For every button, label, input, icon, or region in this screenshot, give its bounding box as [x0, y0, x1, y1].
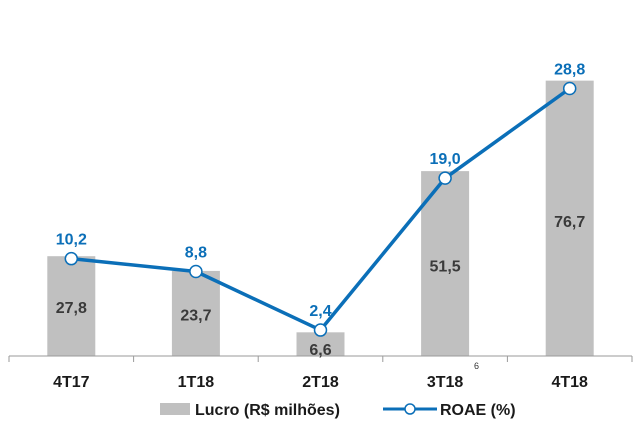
category-labels: 4T17 1T18 2T18 3T18 4T18: [53, 374, 588, 391]
legend-bar-swatch: [160, 403, 190, 415]
category-label: 4T18: [551, 374, 588, 391]
category-label: 4T17: [53, 374, 90, 391]
bar: [171, 270, 220, 356]
line-value-labels: 10,2 8,8 2,4 19,0 28,8: [56, 62, 586, 321]
roae-point: [313, 323, 328, 337]
roae-value-label: 28,8: [554, 62, 585, 79]
legend-line-marker: [404, 403, 416, 415]
roae-point: [189, 264, 203, 279]
bar-value-label: 76,7: [554, 214, 585, 231]
legend: Lucro (R$ milhões) ROAE (%): [160, 402, 516, 419]
bar-series: [47, 80, 594, 356]
footnote-marker: 6: [474, 361, 479, 371]
category-label: 3T18: [427, 374, 464, 391]
legend-bar-label: Lucro (R$ milhões): [195, 402, 340, 419]
line-series: [64, 81, 577, 337]
bar: [47, 256, 96, 356]
bar-value-labels: 27,8 23,7 6,6 51,5 76,7: [56, 214, 586, 359]
x-axis-ticks: [8, 356, 633, 362]
bar: [545, 80, 594, 356]
roae-value-label: 10,2: [56, 232, 87, 249]
roae-value-label: 2,4: [309, 303, 331, 320]
roae-line: [71, 87, 571, 332]
roae-point: [64, 251, 79, 266]
legend-line-label: ROAE (%): [440, 402, 516, 419]
roae-point: [562, 81, 577, 96]
category-label: 1T18: [178, 374, 215, 391]
bar-value-label: 27,8: [56, 300, 87, 317]
roae-value-label: 19,0: [430, 151, 461, 168]
bar: [296, 332, 345, 356]
category-label: 2T18: [302, 374, 339, 391]
bar-value-label: 51,5: [430, 258, 461, 275]
bar-value-label: 6,6: [309, 342, 331, 359]
roae-value-label: 8,8: [185, 244, 207, 261]
bar-value-label: 23,7: [180, 307, 211, 324]
roae-point: [438, 171, 452, 185]
bar: [421, 171, 470, 356]
